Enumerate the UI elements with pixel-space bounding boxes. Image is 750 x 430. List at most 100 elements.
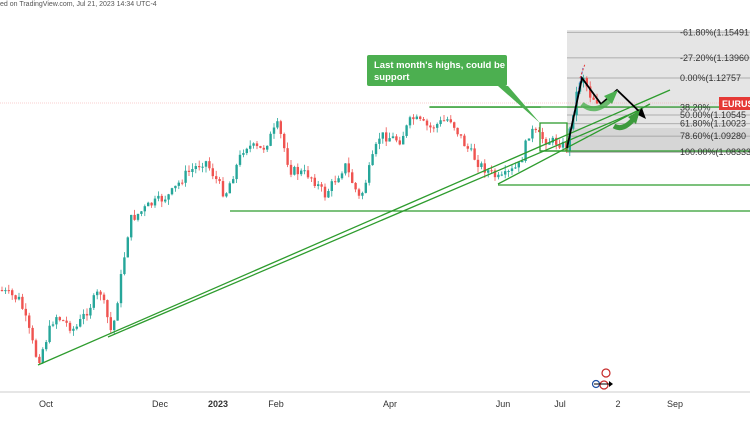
candle-body [453,122,456,128]
candle-body [157,195,160,199]
candle-body [191,169,194,172]
candle-body [592,97,595,100]
candle-body [167,194,170,200]
candle-body [429,125,432,128]
candle-body [174,185,177,189]
candle-body [402,135,405,145]
candle-body [218,179,221,182]
candle-body [96,291,99,296]
fib-label-5: 61.80%(1.10023 [680,119,746,129]
candle-body [99,291,102,295]
candle-body [463,135,466,147]
candle-body [109,317,112,331]
candle-body [517,162,520,168]
candle-body [153,198,157,206]
candle-body [92,295,95,308]
candle-body [272,127,276,134]
candle-body [412,117,415,120]
candle-body [442,120,446,122]
candle-body [330,181,333,192]
candle-body [538,130,541,133]
candle-body [405,125,408,136]
candle-body [504,171,507,175]
candle-body [337,178,340,183]
candle-body [14,295,17,300]
candle-body [561,141,565,148]
candle-body [11,290,14,296]
candle-body [102,294,106,301]
candle-body [51,324,55,326]
candle-body [306,170,310,178]
candle-body [89,307,92,316]
x-tick-4: Apr [383,399,397,409]
candle-body [395,136,398,141]
candle-body [378,138,381,144]
candle-body [143,206,146,212]
candles [0,74,599,365]
candle-body [371,154,374,166]
candle-body [408,117,412,126]
candle-body [24,308,27,316]
candle-body [79,319,82,327]
fib-label-7: 100.00%(1.08333 [680,147,750,157]
candle-body [483,163,486,173]
candle-body [459,134,463,136]
candle-body [235,164,238,180]
candle-body [160,195,163,202]
candle-body [456,127,459,135]
candle-body [62,320,65,322]
candle-body [357,189,361,196]
candle-body [415,116,418,120]
x-tick-0: Oct [39,399,54,409]
projection-arrowhead [636,108,646,119]
event-icons [591,368,613,390]
x-tick-2: 2023 [208,399,228,409]
candle-body [317,184,320,187]
candle-body [531,128,534,139]
candle-body [232,179,235,184]
candle-body [480,163,483,167]
candle-body [7,290,10,292]
candle-body [585,78,588,87]
candle-body [313,177,316,187]
symbol-badge-text: EURUS [722,99,750,109]
candle-body [82,313,85,320]
candle-body [432,127,435,129]
candle-body [133,214,136,220]
fib-label-3: 38.20% [680,102,711,112]
candle-body [422,118,425,121]
candle-body [507,171,510,173]
highs-box [539,122,568,152]
candle-body [476,159,480,167]
candle-body [269,133,272,146]
candle-body [354,182,357,190]
fib-label-4: 50.00%(1.10545 [680,110,746,120]
candle-body [364,182,367,193]
x-tick-6: Jul [554,399,566,409]
candle-body [150,202,153,206]
candle-body [126,237,129,258]
candle-body [242,153,245,155]
candle-body [449,119,452,123]
candle-body [85,313,89,316]
candle-body [381,132,384,139]
candle-body [374,143,378,155]
candle-body [252,143,255,146]
candle-body [534,128,537,131]
candle-body [41,349,44,363]
candle-body [490,170,493,172]
candle-body [198,166,201,168]
projection-dashed-red [579,63,586,79]
candle-body [266,145,269,150]
candle-body [279,121,282,134]
candle-body [398,140,401,145]
candle-body [170,188,174,195]
candle-body [34,340,38,357]
long-trendline [37,89,671,366]
annotation-line-2: support [374,72,410,83]
candle-body [510,168,514,172]
candle-body [164,199,167,202]
candle-body [130,214,133,238]
candle-body [419,116,422,119]
